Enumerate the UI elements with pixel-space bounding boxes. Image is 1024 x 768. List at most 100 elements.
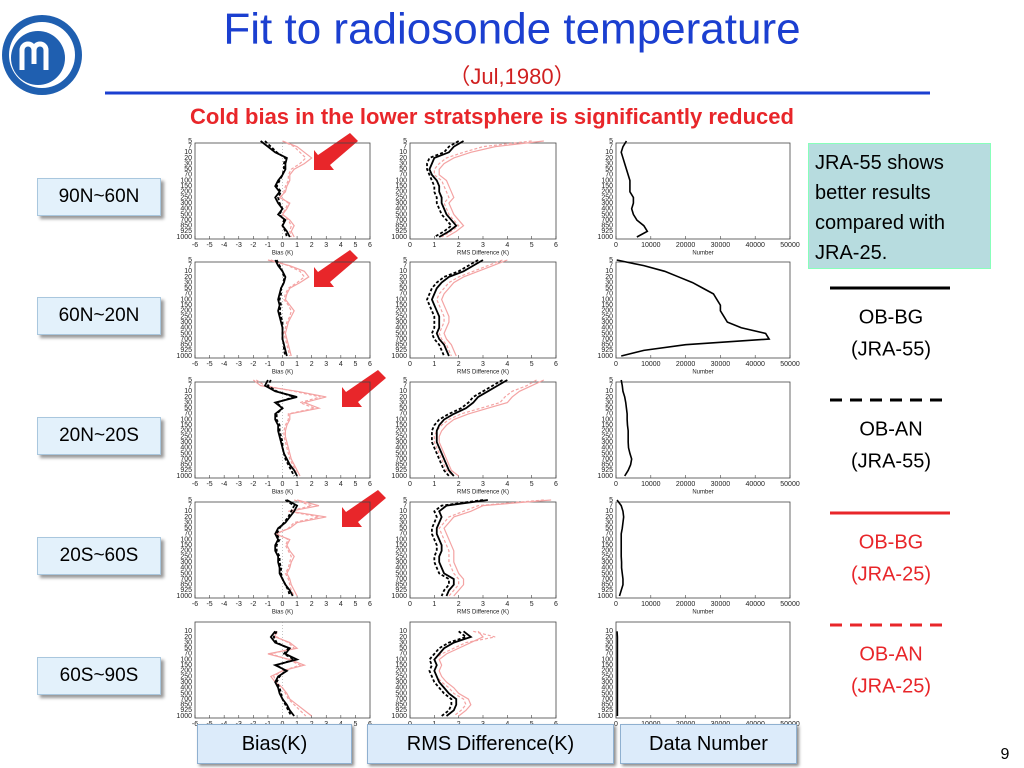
y-tick-label: 5 (609, 138, 613, 145)
y-tick-label: 70 (605, 651, 613, 658)
y-tick-label: 20 (399, 634, 407, 641)
y-tick-label: 300 (601, 559, 613, 566)
y-tick-label: 850 (395, 582, 407, 589)
x-tick-label: -5 (206, 601, 212, 608)
x-axis-label: Bias (K) (272, 610, 293, 616)
y-tick-label: 250 (180, 194, 192, 201)
x-tick-label: 5 (530, 481, 534, 488)
x-tick-label: 0 (614, 361, 618, 368)
y-tick-label: 70 (399, 411, 407, 418)
y-tick-label: 850 (601, 702, 613, 709)
y-tick-label: 400 (180, 206, 192, 213)
legend-system: (JRA-25) (851, 563, 931, 585)
y-tick-label: 400 (601, 565, 613, 572)
y-tick-label: 10 (399, 508, 407, 515)
profile-line (430, 499, 484, 597)
y-tick-label: 100 (395, 656, 407, 663)
y-tick-label: 70 (605, 411, 613, 418)
x-tick-label: 6 (554, 242, 558, 249)
x-tick-label: 0 (408, 601, 412, 608)
y-tick-label: 1000 (391, 234, 407, 241)
y-tick-label: 150 (601, 183, 613, 190)
y-tick-label: 500 (601, 690, 613, 697)
y-tick-label: 300 (395, 439, 407, 446)
y-tick-label: 200 (180, 308, 192, 315)
y-tick-label: 400 (180, 445, 192, 452)
y-tick-label: 300 (395, 559, 407, 566)
y-tick-label: 70 (605, 291, 613, 298)
x-tick-label: 3 (324, 242, 328, 249)
plot-frame (615, 142, 791, 240)
x-axis-label: RMS Difference (K) (457, 370, 509, 376)
x-tick-label: 3 (481, 481, 485, 488)
y-tick-label: 5 (609, 257, 613, 264)
y-tick-label: 200 (395, 548, 407, 555)
y-tick-label: 50 (184, 166, 192, 173)
y-tick-label: 30 (399, 160, 407, 167)
y-tick-label: 700 (395, 217, 407, 224)
y-tick-label: 1000 (391, 473, 407, 480)
x-tick-label: -5 (206, 481, 212, 488)
plot-frame (615, 381, 791, 479)
region-label: 90N~60N (37, 178, 161, 216)
y-tick-label: 925 (601, 467, 613, 474)
profile-line (430, 259, 484, 357)
y-tick-label: 700 (601, 696, 613, 703)
y-tick-label: 10 (399, 149, 407, 156)
y-tick-label: 1000 (176, 713, 192, 720)
y-tick-label: 700 (395, 456, 407, 463)
profile-line (255, 379, 321, 477)
profile-line (435, 379, 508, 477)
profile-line (426, 140, 460, 238)
x-tick-label: -3 (236, 601, 242, 608)
x-axis-label: Number (692, 370, 713, 376)
x-tick-label: 1 (432, 361, 436, 368)
y-tick-label: 5 (609, 497, 613, 504)
y-tick-label: 10 (605, 628, 613, 635)
y-tick-label: 50 (399, 645, 407, 652)
y-tick-label: 20 (605, 274, 613, 281)
x-tick-label: -3 (236, 361, 242, 368)
y-tick-label: 200 (395, 428, 407, 435)
y-tick-label: 1000 (597, 353, 613, 360)
y-tick-label: 850 (180, 342, 192, 349)
y-tick-label: 7 (188, 502, 192, 509)
x-axis-label: Bias (K) (272, 251, 293, 257)
profile-line (274, 259, 288, 357)
x-tick-label: 0 (408, 361, 412, 368)
x-tick-label: 2 (457, 242, 461, 249)
y-tick-label: 250 (395, 313, 407, 320)
y-tick-label: 20 (605, 634, 613, 641)
y-tick-label: 250 (395, 673, 407, 680)
profile-line (430, 379, 503, 477)
profile-line (263, 379, 298, 477)
y-tick-label: 850 (601, 342, 613, 349)
x-tick-label: 6 (368, 361, 372, 368)
plot-frame (615, 621, 791, 719)
y-tick-label: 300 (180, 200, 192, 207)
profile-line (275, 499, 320, 597)
y-tick-label: 250 (395, 433, 407, 440)
y-tick-label: 925 (601, 228, 613, 235)
y-tick-label: 300 (180, 439, 192, 446)
y-tick-label: 20 (399, 274, 407, 281)
y-tick-label: 100 (180, 296, 192, 303)
legend-label: OB-AN (859, 643, 922, 665)
y-tick-label: 200 (601, 668, 613, 675)
y-tick-label: 700 (395, 336, 407, 343)
y-tick-label: 150 (395, 302, 407, 309)
y-tick-label: 925 (601, 707, 613, 714)
x-tick-label: 5 (353, 242, 357, 249)
x-tick-label: 3 (324, 481, 328, 488)
x-tick-label: 1 (295, 242, 299, 249)
y-tick-label: 200 (180, 548, 192, 555)
x-tick-label: 4 (505, 601, 509, 608)
y-tick-label: 150 (601, 422, 613, 429)
y-tick-label: 500 (395, 450, 407, 457)
profile-line (428, 140, 464, 238)
x-tick-label: 5 (353, 361, 357, 368)
y-tick-label: 50 (184, 525, 192, 532)
y-tick-label: 30 (399, 399, 407, 406)
x-tick-label: 6 (554, 601, 558, 608)
